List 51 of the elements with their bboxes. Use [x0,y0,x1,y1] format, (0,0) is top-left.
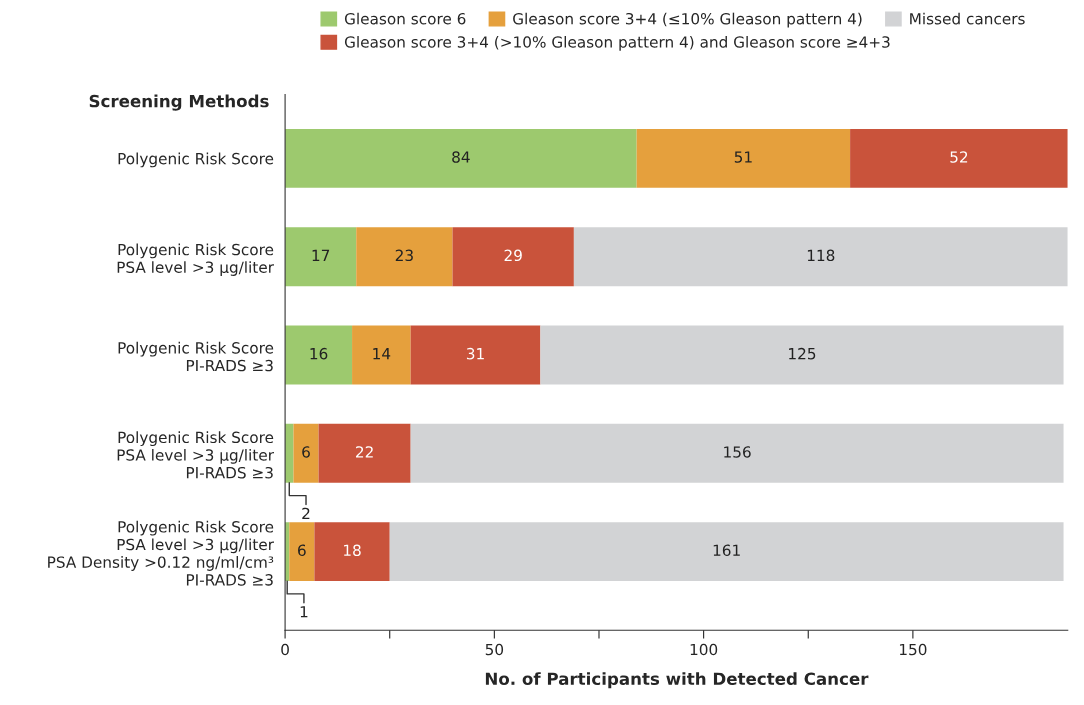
data-label: 161 [713,544,740,557]
bar [293,423,319,483]
x-tick-label: 50 [485,643,504,656]
data-label: 31 [466,347,484,360]
data-label: 156 [724,446,751,458]
x-tick-label: 0 [281,643,289,656]
legend-label: Gleason score 3+4 (≤10% Gleason pattern 4) [513,12,862,28]
y-tick-label: Polygenic Risk Score [118,152,274,168]
data-label: 16 [310,347,328,360]
bar [352,325,411,385]
data-label: 29 [504,249,522,262]
bar [289,522,315,582]
legend-label: Gleason score 6 [344,12,466,25]
data-label: 2 [302,507,310,519]
bar [389,522,1064,582]
bar [356,227,453,287]
bar [850,128,1068,188]
legend-label: Missed cancers [910,12,1025,25]
data-label: 18 [344,544,361,557]
y-tick-label: Polygenic Risk Score PSA level >3 μg/liter PI-RADS ≥3 [117,431,274,479]
data-label: 14 [373,348,391,360]
data-label: 23 [395,249,413,262]
y-axis-title: Screening Methods [89,94,269,111]
data-label: 84 [452,151,470,163]
bar [452,227,574,287]
bar [318,423,411,483]
bar [285,325,353,385]
y-tick-label: Polygenic Risk Score PI-RADS ≥3 [118,341,274,372]
legend-label: Gleason score 3+4 (>10% Gleason pattern 4) and Gleason score ≥4+3 [344,35,890,51]
bar [410,325,541,385]
data-label: 1 [300,606,308,618]
bar [636,128,851,188]
data-label: 6 [298,544,306,557]
data-label: 118 [807,249,835,262]
data-label: 51 [734,151,752,163]
bar [285,227,357,287]
bar [314,522,390,582]
data-label: 6 [302,446,310,458]
bar [410,423,1064,483]
bar [573,227,1068,287]
y-tick-label: Polygenic Risk Score PSA level >3 μg/liter [117,243,274,276]
x-tick-label: 150 [899,643,927,656]
x-axis-title: No. of Participants with Detected Cancer [485,672,869,689]
data-label: 52 [950,151,968,163]
bar [540,325,1064,385]
data-label: 17 [312,249,330,261]
data-label: 22 [356,446,373,458]
bar [285,128,637,188]
x-tick-label: 100 [690,643,718,656]
y-tick-label: Polygenic Risk Score PSA level >3 μg/liter PSA Density >0.12 ng/ml/cm³ PI-RADS ≥3 [48,520,274,586]
data-label: 125 [789,347,816,360]
